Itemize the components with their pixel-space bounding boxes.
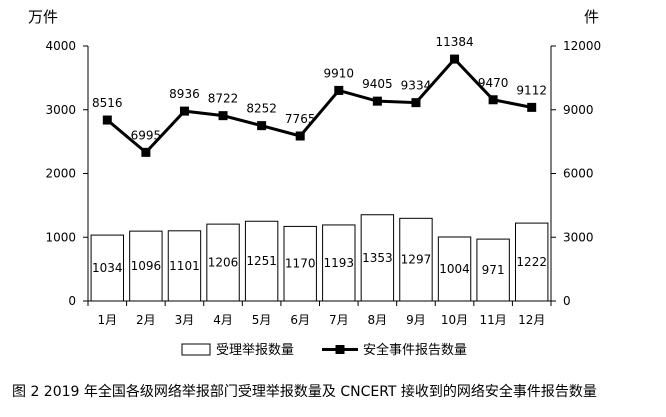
right-tick-label: 12000: [563, 39, 601, 53]
right-tick-label: 0: [563, 294, 571, 308]
left-tick-label: 2000: [45, 167, 76, 181]
line-point: [102, 115, 112, 125]
line-point: [334, 85, 344, 95]
bar-value-label: 971: [482, 263, 505, 277]
bar: [360, 214, 395, 302]
bar-value-label: 1004: [439, 262, 470, 276]
line-point: [450, 54, 460, 64]
bar-value-label: 1353: [362, 251, 393, 265]
right-tick-label: 3000: [563, 230, 594, 244]
x-tick-label: 10月: [441, 313, 468, 327]
x-tick-label: 5月: [252, 313, 272, 327]
line-point: [141, 147, 151, 157]
x-tick-label: 4月: [213, 313, 233, 327]
bar-value-label: 1034: [92, 261, 123, 275]
right-tick-label: 6000: [563, 167, 594, 181]
legend-bar-swatch: [181, 343, 211, 356]
bar: [322, 224, 356, 302]
x-tick-label: 3月: [175, 313, 195, 327]
line-value-label: 7765: [285, 112, 316, 126]
bar-value-label: 1101: [169, 259, 200, 273]
bar-value-label: 1170: [285, 257, 316, 271]
line-value-label: 9334: [401, 79, 432, 93]
bar: [129, 230, 163, 302]
bar: [90, 234, 124, 302]
left-tick-label: 0: [68, 294, 76, 308]
right-tick-label: 9000: [563, 103, 594, 117]
line-value-label: 8936: [169, 87, 200, 101]
x-tick-label: 8月: [368, 313, 388, 327]
bar: [206, 223, 240, 302]
legend-line-marker: [335, 345, 345, 354]
bar: [437, 236, 472, 302]
bar-value-label: 1206: [208, 256, 239, 270]
x-tick-label: 2月: [136, 313, 156, 327]
bar-value-label: 1297: [401, 253, 432, 267]
legend: 受理举报数量 安全事件报告数量: [181, 342, 467, 358]
line-point: [218, 111, 228, 121]
bar: [244, 220, 279, 302]
bar: [283, 225, 317, 302]
line-value-label: 8516: [92, 96, 123, 110]
line-point: [257, 121, 267, 131]
legend-line-label: 安全事件报告数量: [363, 342, 467, 358]
left-tick-label: 4000: [45, 39, 76, 53]
x-tick-label: 1月: [97, 313, 117, 327]
left-tick-label: 1000: [45, 230, 76, 244]
line-value-label: 9470: [478, 76, 509, 90]
x-tick-label: 7月: [329, 313, 349, 327]
left-tick-label: 3000: [45, 103, 76, 117]
line-point: [179, 106, 189, 116]
axes: 0 1000 2000 3000 4000 0 3000 6000 9000 12000 1月 2月 3…: [45, 39, 601, 327]
bars: 1034 1096 1101 1206 1251 1170 1193 1353 1297 1004…: [90, 214, 549, 302]
line-point: [295, 131, 305, 141]
line-value-label: 6995: [131, 128, 162, 142]
legend-bar-label: 受理举报数量: [216, 343, 294, 358]
line-series: 8516 6995 8936 8722 8252 7765 9910 9405 9334 1138…: [92, 35, 547, 157]
line-point: [488, 95, 498, 105]
line-path: [106, 56, 532, 155]
x-tick-label: 6月: [290, 313, 310, 327]
bar-value-label: 1251: [246, 254, 277, 268]
bar-value-label: 1222: [516, 255, 547, 269]
line-value-label: 11384: [435, 35, 473, 49]
bar: [515, 222, 549, 302]
bar-value-label: 1096: [131, 259, 162, 273]
line-point: [372, 96, 382, 106]
bar-value-label: 1193: [324, 256, 355, 270]
line-point: [411, 98, 421, 108]
line-value-label: 9112: [516, 83, 547, 97]
line-value-label: 9910: [324, 66, 355, 80]
bar: [476, 238, 510, 302]
figure-caption: 图 2 2019 年全国各级网络举报部门受理举报数量及 CNCERT 接收到的网…: [12, 384, 597, 400]
x-tick-label: 11月: [479, 313, 506, 327]
line-point: [527, 102, 537, 112]
bar: [399, 217, 433, 302]
line-value-label: 8252: [246, 102, 277, 116]
x-tick-label: 12月: [518, 313, 545, 327]
right-axis-unit: 件: [584, 8, 599, 26]
line-value-label: 8722: [208, 92, 239, 106]
left-axis-unit: 万件: [28, 8, 58, 26]
line-value-label: 9405: [362, 77, 393, 91]
x-tick-label: 9月: [406, 313, 426, 327]
bar: [167, 230, 202, 302]
